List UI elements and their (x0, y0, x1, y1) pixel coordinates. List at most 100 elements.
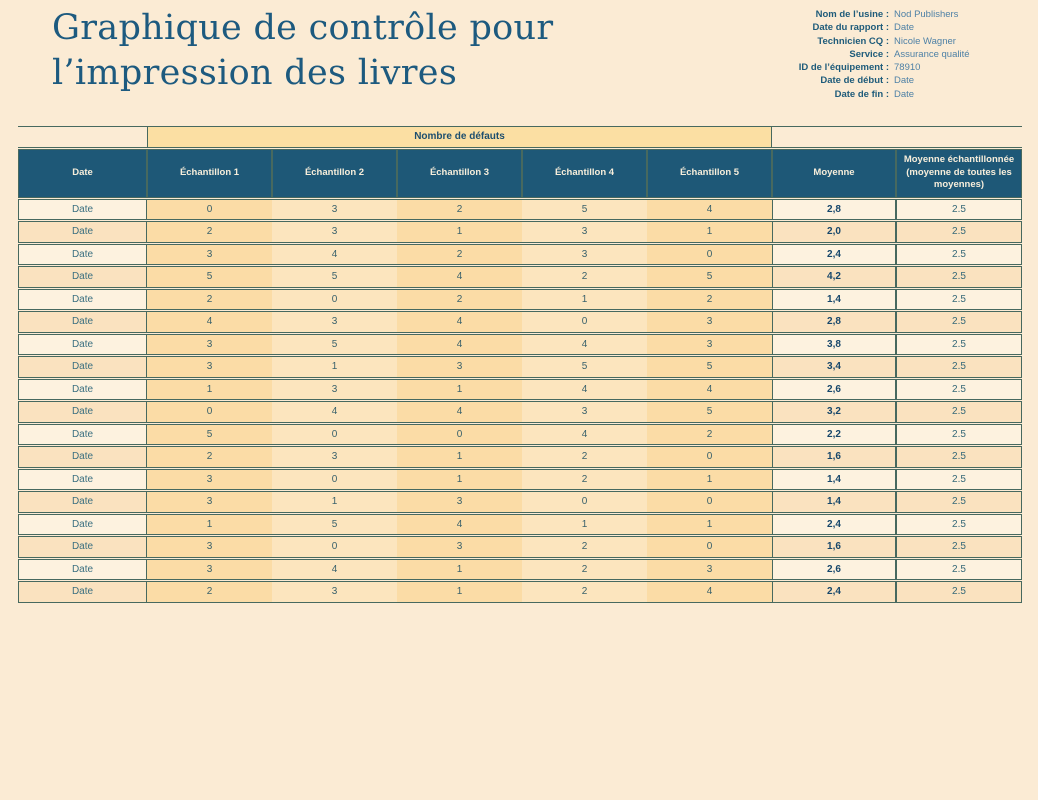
meta-value[interactable]: Date (894, 22, 915, 34)
sample-3-cell[interactable]: 1 (397, 581, 522, 603)
sample-2-cell[interactable]: 3 (272, 221, 397, 243)
sample-2-cell[interactable]: 0 (272, 536, 397, 558)
sample-5-cell[interactable]: 1 (647, 513, 772, 535)
date-cell[interactable]: Date (18, 356, 147, 378)
sample-4-cell[interactable]: 5 (522, 198, 647, 220)
sample-5-cell[interactable]: 4 (647, 378, 772, 400)
sample-3-cell[interactable]: 1 (397, 378, 522, 400)
sample-2-cell[interactable]: 1 (272, 491, 397, 513)
sample-1-cell[interactable]: 2 (147, 446, 272, 468)
date-cell[interactable]: Date (18, 513, 147, 535)
sample-5-cell[interactable]: 2 (647, 288, 772, 310)
sample-5-cell[interactable]: 0 (647, 446, 772, 468)
sample-5-cell[interactable]: 3 (647, 558, 772, 580)
sample-5-cell[interactable]: 0 (647, 491, 772, 513)
sample-2-cell[interactable]: 3 (272, 446, 397, 468)
meta-value[interactable]: 78910 (894, 62, 921, 74)
sample-4-cell[interactable]: 0 (522, 311, 647, 333)
meta-value[interactable]: Assurance qualité (894, 48, 970, 60)
sample-1-cell[interactable]: 3 (147, 243, 272, 265)
date-cell[interactable]: Date (18, 558, 147, 580)
sample-1-cell[interactable]: 0 (147, 198, 272, 220)
sample-4-cell[interactable]: 0 (522, 491, 647, 513)
sample-2-cell[interactable]: 3 (272, 581, 397, 603)
sample-4-cell[interactable]: 2 (522, 468, 647, 490)
sample-5-cell[interactable]: 3 (647, 333, 772, 355)
sample-1-cell[interactable]: 2 (147, 581, 272, 603)
sample-3-cell[interactable]: 4 (397, 266, 522, 288)
sample-3-cell[interactable]: 4 (397, 513, 522, 535)
sample-4-cell[interactable]: 1 (522, 513, 647, 535)
date-cell[interactable]: Date (18, 221, 147, 243)
sample-1-cell[interactable]: 3 (147, 558, 272, 580)
sample-5-cell[interactable]: 4 (647, 198, 772, 220)
date-cell[interactable]: Date (18, 468, 147, 490)
sample-1-cell[interactable]: 2 (147, 221, 272, 243)
sample-3-cell[interactable]: 1 (397, 468, 522, 490)
sample-2-cell[interactable]: 4 (272, 243, 397, 265)
sample-4-cell[interactable]: 2 (522, 558, 647, 580)
sample-4-cell[interactable]: 3 (522, 401, 647, 423)
sample-4-cell[interactable]: 2 (522, 266, 647, 288)
date-cell[interactable]: Date (18, 401, 147, 423)
sample-1-cell[interactable]: 0 (147, 401, 272, 423)
sample-3-cell[interactable]: 3 (397, 356, 522, 378)
sample-4-cell[interactable]: 1 (522, 288, 647, 310)
sample-4-cell[interactable]: 4 (522, 423, 647, 445)
sample-3-cell[interactable]: 4 (397, 401, 522, 423)
date-cell[interactable]: Date (18, 198, 147, 220)
sample-3-cell[interactable]: 3 (397, 536, 522, 558)
sample-1-cell[interactable]: 2 (147, 288, 272, 310)
date-cell[interactable]: Date (18, 491, 147, 513)
sample-2-cell[interactable]: 0 (272, 423, 397, 445)
date-cell[interactable]: Date (18, 243, 147, 265)
sample-2-cell[interactable]: 1 (272, 356, 397, 378)
date-cell[interactable]: Date (18, 446, 147, 468)
sample-4-cell[interactable]: 4 (522, 378, 647, 400)
sample-4-cell[interactable]: 3 (522, 221, 647, 243)
sample-5-cell[interactable]: 0 (647, 536, 772, 558)
sample-4-cell[interactable]: 2 (522, 581, 647, 603)
sample-5-cell[interactable]: 3 (647, 311, 772, 333)
sample-1-cell[interactable]: 5 (147, 423, 272, 445)
sample-5-cell[interactable]: 2 (647, 423, 772, 445)
date-cell[interactable]: Date (18, 288, 147, 310)
sample-2-cell[interactable]: 3 (272, 198, 397, 220)
sample-2-cell[interactable]: 5 (272, 266, 397, 288)
sample-4-cell[interactable]: 3 (522, 243, 647, 265)
meta-value[interactable]: Nicole Wagner (894, 35, 956, 47)
sample-3-cell[interactable]: 0 (397, 423, 522, 445)
sample-2-cell[interactable]: 4 (272, 558, 397, 580)
date-cell[interactable]: Date (18, 378, 147, 400)
sample-1-cell[interactable]: 1 (147, 513, 272, 535)
sample-3-cell[interactable]: 4 (397, 311, 522, 333)
sample-2-cell[interactable]: 3 (272, 378, 397, 400)
meta-value[interactable]: Date (894, 88, 915, 100)
sample-2-cell[interactable]: 4 (272, 401, 397, 423)
sample-1-cell[interactable]: 3 (147, 468, 272, 490)
sample-1-cell[interactable]: 3 (147, 491, 272, 513)
sample-2-cell[interactable]: 3 (272, 311, 397, 333)
sample-1-cell[interactable]: 5 (147, 266, 272, 288)
sample-4-cell[interactable]: 5 (522, 356, 647, 378)
sample-4-cell[interactable]: 2 (522, 446, 647, 468)
sample-5-cell[interactable]: 5 (647, 401, 772, 423)
sample-2-cell[interactable]: 5 (272, 333, 397, 355)
sample-1-cell[interactable]: 1 (147, 378, 272, 400)
sample-5-cell[interactable]: 0 (647, 243, 772, 265)
sample-3-cell[interactable]: 1 (397, 221, 522, 243)
sample-3-cell[interactable]: 2 (397, 198, 522, 220)
sample-5-cell[interactable]: 1 (647, 221, 772, 243)
sample-3-cell[interactable]: 4 (397, 333, 522, 355)
date-cell[interactable]: Date (18, 423, 147, 445)
sample-2-cell[interactable]: 5 (272, 513, 397, 535)
meta-value[interactable]: Date (894, 75, 915, 87)
sample-3-cell[interactable]: 1 (397, 446, 522, 468)
sample-2-cell[interactable]: 0 (272, 468, 397, 490)
sample-2-cell[interactable]: 0 (272, 288, 397, 310)
sample-3-cell[interactable]: 2 (397, 243, 522, 265)
date-cell[interactable]: Date (18, 311, 147, 333)
sample-1-cell[interactable]: 4 (147, 311, 272, 333)
sample-5-cell[interactable]: 4 (647, 581, 772, 603)
sample-3-cell[interactable]: 2 (397, 288, 522, 310)
